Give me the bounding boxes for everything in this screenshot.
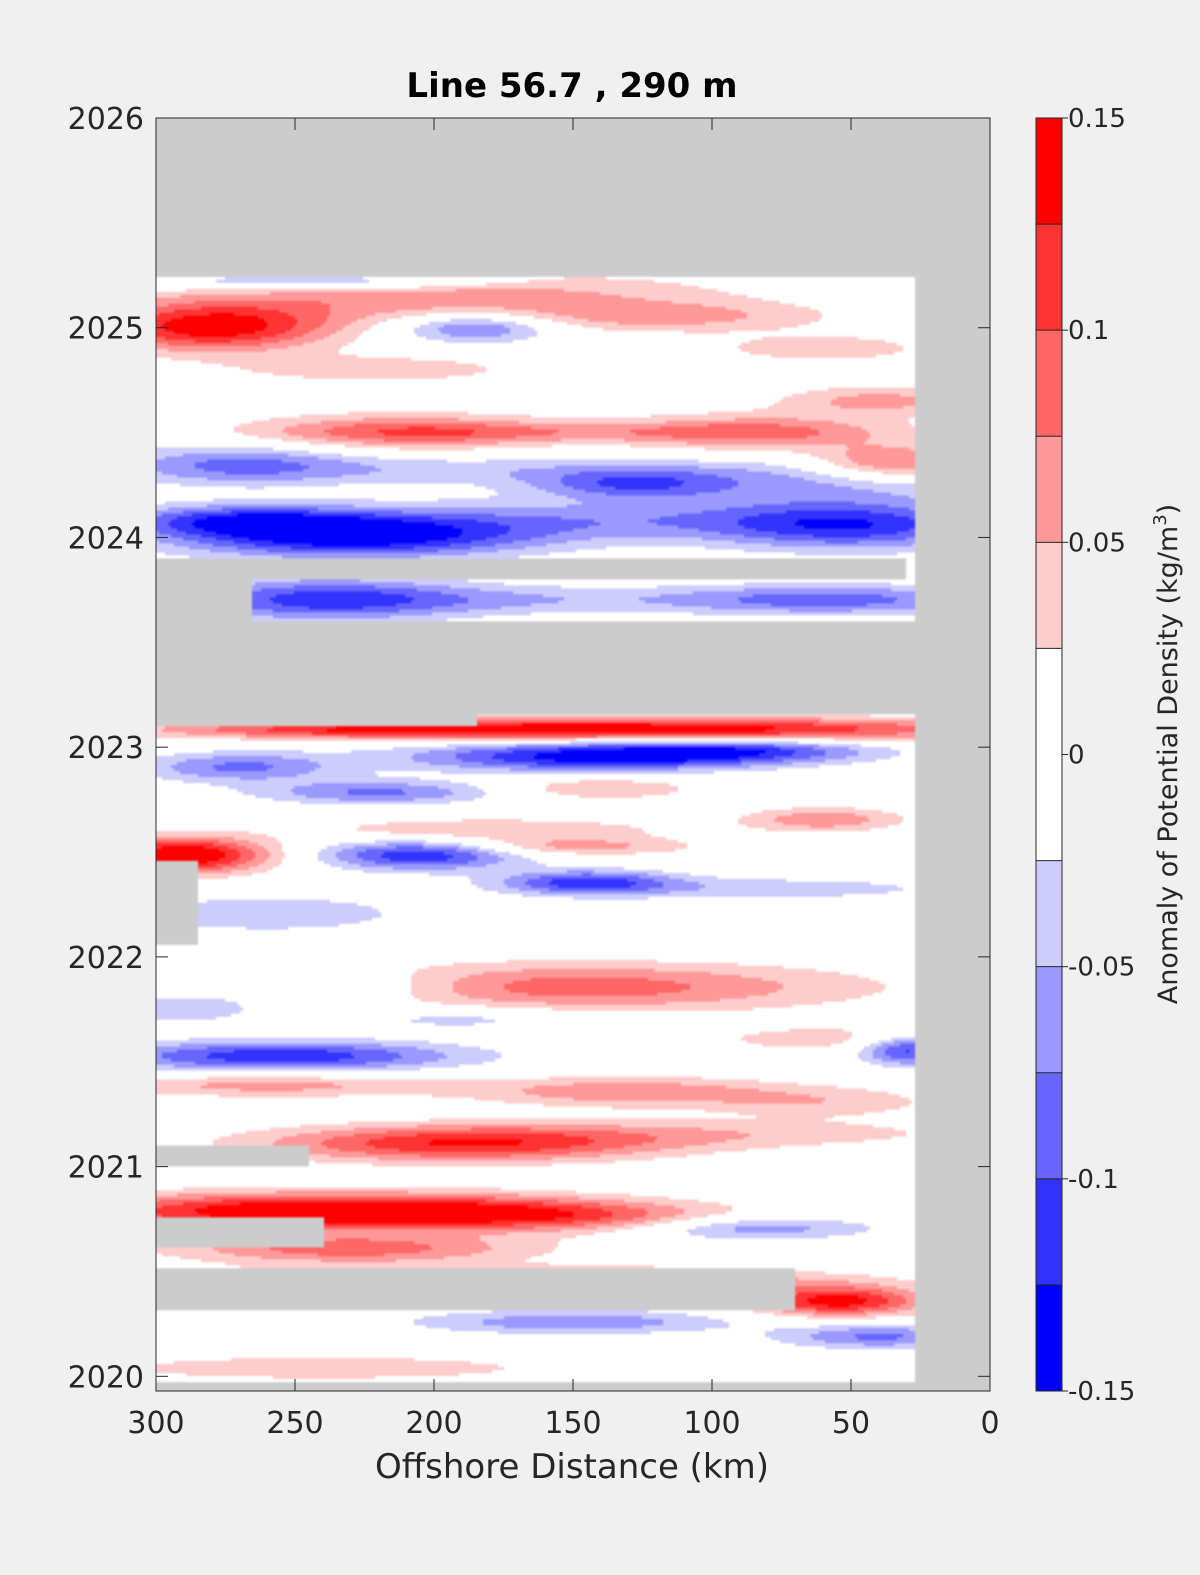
colorbar-band (1036, 1072, 1062, 1179)
colorbar-label-prefix: Anomaly of Potential Density (kg/m (1153, 526, 1184, 1004)
field-viewport (156, 118, 990, 1391)
colorbar-label-superscript: 3 (1150, 514, 1171, 525)
colorbar-tick-label: 0 (1068, 741, 1085, 771)
colorbar-band (1036, 860, 1062, 967)
colorbar-band (1036, 1178, 1062, 1285)
colorbar-band (1036, 648, 1062, 861)
y-axis-ticks: 2020 2021 2022 2023 2024 2025 2026 (68, 102, 990, 1395)
x-axis-label: Offshore Distance (km) (375, 1447, 769, 1487)
x-tick-label: 250 (266, 1406, 323, 1441)
colorbar-band (1036, 330, 1062, 437)
colorbar-band (1036, 966, 1062, 1073)
colorbar-tick-label: -0.1 (1068, 1165, 1119, 1195)
chart-title: Line 56.7 , 290 m (406, 66, 737, 106)
colorbar: -0.15 -0.1 -0.05 0 0.05 0.1 0.15 Anomaly of Po… (1035, 104, 1184, 1407)
colorbar-band (1036, 436, 1062, 543)
plot-area: 300 250 200 150 100 50 0 202020212022202320242… (68, 102, 1000, 1441)
colorbar-band (1036, 224, 1062, 331)
colorbar-tick-label: 0.15 (1068, 104, 1126, 134)
y-tick-label: 2023 (68, 731, 144, 766)
colorbar-tick-label: -0.15 (1068, 1377, 1135, 1407)
y-tick-label: 2022 (68, 941, 144, 976)
y-tick-label: 2024 (68, 521, 144, 556)
colorbar-label: Anomaly of Potential Density (kg/m3) (1150, 504, 1184, 1004)
plot-frame (155, 117, 991, 1392)
y-tick-label: 2021 (68, 1151, 144, 1186)
x-axis-ticks: 300 250 200 150 100 50 0 (127, 118, 1000, 1441)
colorbar-tick-label: 0.1 (1068, 316, 1109, 346)
y-tick-label: 2020 (68, 1360, 144, 1395)
colorbar-band (1036, 542, 1062, 649)
y-tick-label: 2025 (68, 312, 144, 347)
colorbar-label-suffix: ) (1153, 504, 1184, 515)
colorbar-bands (1036, 118, 1062, 1391)
density-anomaly-field (156, 118, 990, 1391)
colorbar-tick-label: 0.05 (1068, 528, 1126, 558)
x-tick-label: 200 (405, 1406, 462, 1441)
x-tick-label: 0 (980, 1406, 999, 1441)
colorbar-ticks: -0.15 -0.1 -0.05 0 0.05 0.1 0.15 (1062, 104, 1135, 1407)
colorbar-tick-label: -0.05 (1068, 953, 1135, 983)
x-tick-label: 100 (683, 1406, 740, 1441)
y-tick-label: 2026 (68, 102, 144, 137)
colorbar-band (1036, 118, 1062, 225)
x-tick-label: 150 (544, 1406, 601, 1441)
x-tick-label: 50 (832, 1406, 870, 1441)
x-tick-label: 300 (127, 1406, 184, 1441)
colorbar-band (1036, 1284, 1062, 1391)
